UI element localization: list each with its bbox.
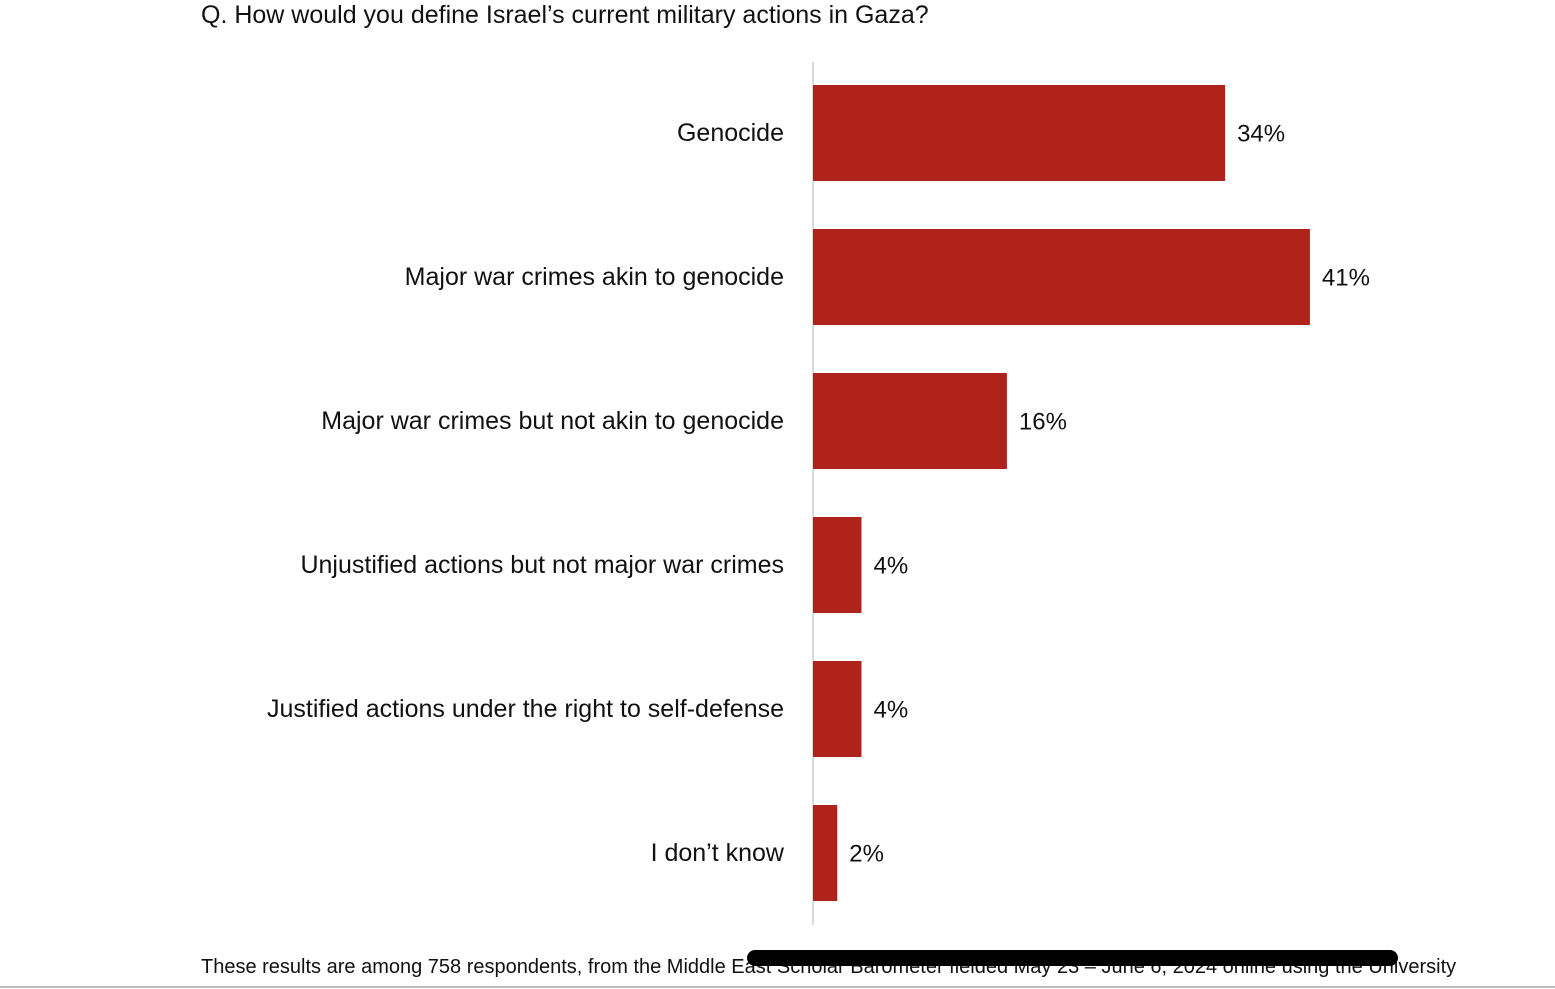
category-label: Genocide	[677, 119, 784, 147]
value-label: 34%	[1237, 121, 1285, 148]
bar-1	[813, 85, 1226, 181]
value-label: 4%	[873, 553, 908, 580]
redaction-bar	[747, 950, 1398, 966]
category-label: I don’t know	[651, 839, 785, 867]
category-label: Major war crimes but not akin to genocid…	[321, 407, 784, 435]
bar-5	[813, 661, 862, 757]
bar-6	[813, 805, 838, 901]
value-label: 41%	[1322, 265, 1370, 292]
value-label: 4%	[873, 697, 908, 724]
bottom-rule	[0, 986, 1555, 988]
bars-group: Genocide 34% Major war crimes akin to geno…	[267, 85, 1370, 901]
bar-2	[813, 229, 1310, 325]
value-label: 2%	[849, 841, 884, 868]
bar-3	[813, 373, 1007, 469]
bar-4	[813, 517, 862, 613]
value-label: 16%	[1019, 409, 1067, 436]
category-label: Unjustified actions but not major war cr…	[300, 551, 784, 579]
question-title: Q. How would you define Israel’s current…	[201, 1, 929, 29]
category-label: Major war crimes akin to genocide	[405, 263, 784, 291]
category-label: Justified actions under the right to sel…	[267, 695, 784, 723]
